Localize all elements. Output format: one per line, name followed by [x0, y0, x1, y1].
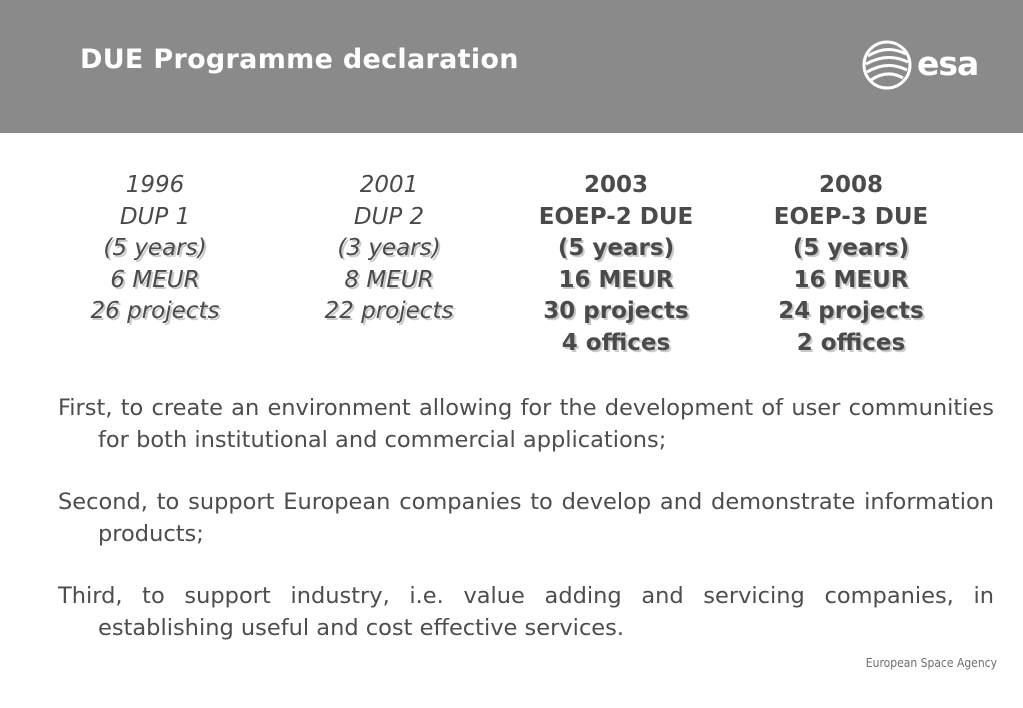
esa-logo-text: esa	[917, 44, 979, 83]
programme-offices: 4 offices	[561, 329, 671, 356]
objectives-list: First, to create an environment allowing…	[58, 392, 994, 674]
programme-column-2: 2001 DUP 2 (3 years) 8 MEUR 22 projects	[274, 170, 504, 328]
programme-budget: 16 MEUR	[558, 266, 674, 293]
objective-paragraph: First, to create an environment allowing…	[58, 395, 994, 453]
programme-projects: 26 projects	[90, 298, 220, 324]
programme-year: 2001	[359, 172, 419, 198]
programme-budget: 6 MEUR	[110, 266, 200, 293]
programme-column-1: 1996 DUP 1 (5 years) 6 MEUR 26 projects	[40, 170, 270, 328]
programme-projects: 22 projects	[324, 298, 454, 324]
esa-logo: esa	[862, 40, 1002, 92]
programme-year: 2003	[583, 172, 648, 198]
programme-duration: (5 years)	[557, 235, 675, 261]
header-bar: DUE Programme declaration esa	[0, 0, 1023, 133]
programme-offices: 2 offices	[796, 329, 906, 356]
footer-agency-name: European Space Agency	[865, 656, 997, 670]
programme-budget: 8 MEUR	[344, 266, 434, 293]
programme-projects: 30 projects	[543, 298, 689, 324]
slide-title: DUE Programme declaration	[80, 44, 519, 75]
programme-duration: (3 years)	[337, 235, 441, 261]
programme-year: 2008	[818, 172, 883, 198]
programme-budget: 16 MEUR	[793, 266, 909, 293]
programme-name: DUP 1	[119, 203, 191, 230]
programme-column-3: 2003 EOEP-2 DUE (5 years) 16 MEUR 30 pro…	[501, 170, 731, 359]
programme-projects: 24 projects	[778, 298, 924, 324]
programme-name: EOEP-2 DUE	[538, 203, 694, 230]
programme-duration: (5 years)	[103, 235, 207, 261]
objective-paragraph: Third, to support industry, i.e. value a…	[58, 583, 994, 641]
programme-name: DUP 2	[353, 203, 425, 230]
esa-globe-icon	[862, 40, 912, 90]
programme-column-4: 2008 EOEP-3 DUE (5 years) 16 MEUR 24 pro…	[736, 170, 966, 359]
programme-year: 1996	[125, 172, 185, 198]
objective-paragraph: Second, to support European companies to…	[58, 489, 994, 547]
programme-duration: (5 years)	[792, 235, 910, 261]
programme-name: EOEP-3 DUE	[773, 203, 929, 230]
